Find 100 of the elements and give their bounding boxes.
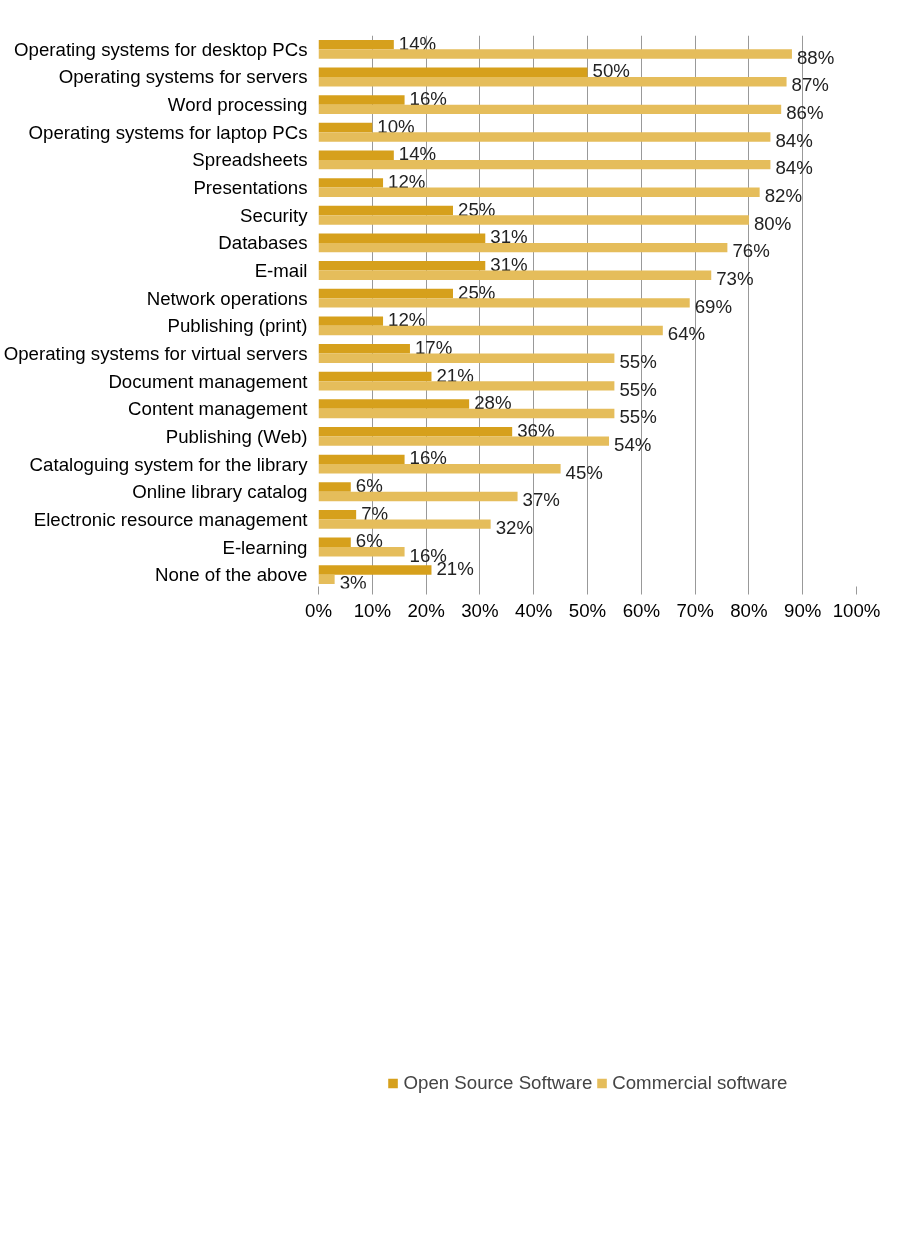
data-label: 37% <box>522 489 560 511</box>
x-tick-label: 50% <box>568 599 607 621</box>
data-label: 50% <box>592 60 630 82</box>
bar <box>318 242 728 253</box>
y-tick-label: Spreadsheets <box>192 149 308 171</box>
bar <box>318 482 351 492</box>
y-tick-label: Operating systems for laptop PCs <box>28 121 308 143</box>
data-label: 36% <box>517 419 555 441</box>
bar <box>318 325 663 336</box>
bar <box>318 150 394 160</box>
bar <box>318 565 432 575</box>
bar <box>318 49 792 59</box>
data-label: 12% <box>388 309 426 331</box>
legend-label: Open Source Software <box>403 1071 593 1094</box>
x-tick-label: 60% <box>622 599 660 621</box>
bar <box>318 159 771 170</box>
y-tick-label: Online library catalog <box>132 481 308 503</box>
bar <box>318 454 405 465</box>
data-label: 28% <box>474 392 512 414</box>
data-label: 32% <box>495 516 533 538</box>
data-label: 25% <box>458 198 496 220</box>
x-tick-label: 20% <box>407 599 445 621</box>
bar <box>318 178 384 188</box>
y-tick-label: Content management <box>128 398 309 420</box>
data-label: 17% <box>414 336 453 358</box>
data-label: 3% <box>339 572 367 594</box>
y-tick-label: Publishing (print) <box>167 315 308 337</box>
bar <box>318 519 491 529</box>
data-label: 16% <box>409 88 447 110</box>
bar <box>318 547 405 557</box>
y-tick-label: Operating systems for servers <box>58 66 308 88</box>
bar <box>318 399 470 409</box>
bar <box>318 76 787 87</box>
data-label: 45% <box>565 461 603 483</box>
bar <box>318 381 615 391</box>
data-label: 76% <box>732 240 770 262</box>
bar <box>318 187 760 197</box>
bar <box>318 371 432 382</box>
bar <box>318 427 513 437</box>
data-label: 55% <box>619 406 657 428</box>
data-label: 12% <box>388 170 426 192</box>
data-label: 31% <box>490 226 528 248</box>
data-label: 69% <box>694 295 733 317</box>
y-tick-label: Network operations <box>146 287 308 309</box>
data-label: 10% <box>377 115 415 137</box>
y-tick-label: Document management <box>108 370 309 392</box>
bar <box>318 270 712 280</box>
data-label: 6% <box>355 530 383 552</box>
bar <box>318 67 588 77</box>
bar <box>318 316 384 326</box>
bar <box>318 205 453 216</box>
data-label: 14% <box>398 143 437 165</box>
bar <box>318 464 561 474</box>
data-label: 6% <box>355 475 383 497</box>
data-label: 54% <box>614 433 652 455</box>
data-label: 21% <box>436 364 474 386</box>
bar <box>318 491 518 502</box>
x-tick-label: 0% <box>305 599 332 621</box>
x-tick-label: 80% <box>730 599 768 621</box>
y-tick-label: Operating systems for desktop PCs <box>14 38 308 60</box>
x-tick-label: 10% <box>353 599 391 621</box>
y-tick-label: Cataloguing system for the library <box>29 453 309 475</box>
data-label: 64% <box>667 323 706 345</box>
legend-label: Commercial software <box>612 1071 788 1094</box>
data-label: 82% <box>764 185 802 207</box>
bar <box>318 261 486 271</box>
bar <box>318 509 357 520</box>
bar <box>318 95 405 105</box>
y-tick-label: Presentations <box>193 177 308 199</box>
data-label: 87% <box>791 74 829 96</box>
data-label: 25% <box>458 281 496 303</box>
y-tick-label: E-mail <box>254 260 308 282</box>
y-tick-label: Databases <box>218 232 308 254</box>
y-tick-label: None of the above <box>155 564 308 586</box>
x-tick-label: 100% <box>832 599 881 621</box>
y-tick-label: Publishing (Web) <box>165 425 308 447</box>
bar <box>318 104 782 115</box>
bar <box>318 122 373 133</box>
y-tick-label: E-learning <box>222 536 308 558</box>
data-label: 73% <box>716 268 754 290</box>
x-tick-label: 70% <box>676 599 714 621</box>
data-label: 80% <box>753 212 792 234</box>
data-label: 16% <box>409 447 447 469</box>
bar <box>318 344 410 354</box>
x-tick-label: 90% <box>784 599 822 621</box>
data-label: 55% <box>619 350 657 372</box>
bar <box>318 408 615 419</box>
y-tick-label: Operating systems for virtual servers <box>3 342 308 364</box>
data-label: 55% <box>619 378 657 400</box>
data-label: 7% <box>361 502 389 524</box>
y-tick-label: Word processing <box>167 94 308 116</box>
bar <box>318 288 453 299</box>
bar <box>318 353 615 363</box>
bar <box>318 215 749 225</box>
data-label: 88% <box>796 46 835 68</box>
bar <box>318 298 690 308</box>
bar <box>318 132 771 142</box>
bar <box>318 574 335 585</box>
x-tick-label: 40% <box>515 599 553 621</box>
x-tick-label: 30% <box>461 599 499 621</box>
